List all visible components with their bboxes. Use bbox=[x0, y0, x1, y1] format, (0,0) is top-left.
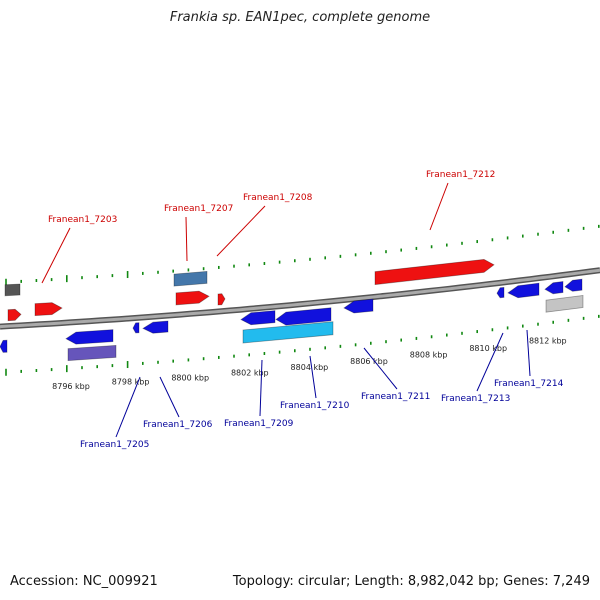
scale-tick-label: 8808 kbp bbox=[410, 351, 448, 360]
scale-tick-label: 8796 kbp bbox=[52, 382, 90, 391]
gene-reverse bbox=[142, 320, 169, 334]
gene-reverse bbox=[0, 339, 8, 353]
gene-other bbox=[4, 283, 21, 297]
label-leader-line bbox=[185, 216, 188, 262]
label-leader-line bbox=[159, 376, 180, 418]
scale-tick-label: 8806 kbp bbox=[350, 357, 388, 366]
gene-reverse bbox=[275, 307, 332, 326]
gene-label-forward: Franean1_7203 bbox=[48, 215, 117, 225]
gene-reverse bbox=[544, 281, 564, 295]
label-leader-line bbox=[526, 329, 531, 377]
label-leader-line bbox=[363, 347, 398, 390]
label-leader-line bbox=[309, 355, 317, 399]
scale-tick-label: 8810 kbp bbox=[469, 344, 507, 353]
gene-label-forward: Franean1_7208 bbox=[243, 193, 313, 203]
gene-reverse bbox=[132, 322, 140, 334]
topology-summary: Topology: circular; Length: 8,982,042 bp… bbox=[232, 574, 590, 589]
gene-reverse bbox=[564, 278, 583, 292]
gene-reverse bbox=[496, 286, 505, 299]
scale-tick-label: 8798 kbp bbox=[112, 378, 150, 387]
backbone-layer bbox=[0, 267, 600, 330]
scale-tick-label: 8812 kbp bbox=[529, 337, 567, 346]
gene-reverse bbox=[507, 282, 540, 299]
backbone-line bbox=[0, 268, 600, 329]
scale-tick-label: 8802 kbp bbox=[231, 368, 269, 377]
gene-label-reverse: Franean1_7210 bbox=[280, 401, 350, 411]
gene-label-reverse: Franean1_7211 bbox=[361, 392, 430, 402]
gene-label-forward: Franean1_7212 bbox=[426, 170, 495, 180]
gene-label-reverse: Franean1_7205 bbox=[80, 440, 149, 450]
tick-layer bbox=[5, 224, 600, 376]
gene-label-forward: Franean1_7207 bbox=[164, 204, 233, 214]
label-leader-line bbox=[476, 332, 504, 392]
gene-forward bbox=[7, 308, 22, 322]
feature-layer bbox=[0, 258, 584, 362]
gene-reverse bbox=[343, 298, 374, 314]
gene-other bbox=[545, 295, 584, 313]
gene-forward bbox=[34, 302, 63, 317]
scale-tick-label: 8800 kbp bbox=[171, 373, 209, 382]
label-leader-line bbox=[41, 227, 71, 284]
gene-other bbox=[242, 321, 334, 344]
gene-forward bbox=[217, 293, 226, 306]
gene-label-reverse: Franean1_7206 bbox=[143, 420, 213, 430]
scale-tick-label: 8804 kbp bbox=[291, 363, 329, 372]
label-leader-line bbox=[259, 359, 263, 417]
gene-other bbox=[67, 344, 117, 362]
gene-forward bbox=[175, 290, 210, 306]
gene-reverse bbox=[240, 310, 276, 326]
label-leader-line bbox=[216, 205, 266, 257]
gene-label-reverse: Franean1_7214 bbox=[494, 379, 564, 389]
label-layer: 8796 kbp 8798 kbp 8800 kbp 8802 kbp 8804 kbp… bbox=[41, 170, 567, 450]
label-leader-line bbox=[115, 376, 141, 438]
accession-text: Accession: NC_009921 bbox=[10, 574, 158, 589]
gene-label-reverse: Franean1_7213 bbox=[441, 394, 510, 404]
gene-other bbox=[173, 270, 208, 287]
page-title: Frankia sp. EAN1pec, complete genome bbox=[169, 10, 431, 25]
gene-reverse bbox=[65, 329, 114, 345]
label-leader-line bbox=[429, 182, 449, 231]
gene-forward bbox=[374, 258, 495, 286]
gene-label-reverse: Franean1_7209 bbox=[224, 419, 294, 429]
